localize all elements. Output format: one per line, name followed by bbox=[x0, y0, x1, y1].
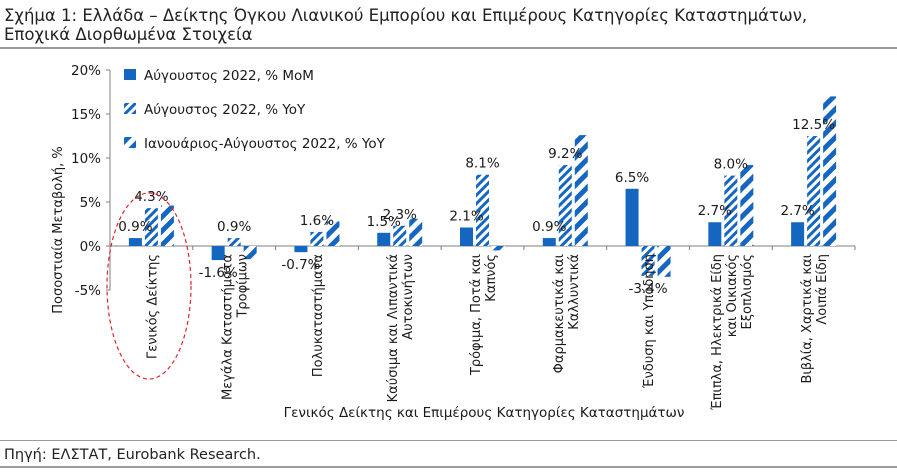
data-label: 2.1% bbox=[449, 209, 483, 225]
y-tick-label: -5% bbox=[75, 283, 101, 299]
category-label: Βιβλία, Χαρτικά και Λοιπά Είδη bbox=[800, 254, 830, 384]
category-label-line: Αυτοκινήτων bbox=[401, 254, 416, 340]
category-label-line: Τροφίμων bbox=[236, 254, 251, 319]
category-label-line: Καπνός bbox=[484, 254, 499, 302]
chart-title: Σχήμα 1: Ελλάδα – Δείκτης Όγκου Λιανικού… bbox=[4, 6, 894, 44]
chart-title-line-1: Σχήμα 1: Ελλάδα – Δείκτης Όγκου Λιανικού… bbox=[4, 6, 808, 25]
bar bbox=[740, 165, 754, 246]
category-label-line: και Οικιακός bbox=[725, 254, 740, 337]
source-rule bbox=[0, 440, 897, 441]
bar bbox=[807, 136, 821, 246]
highlight-ellipse bbox=[106, 192, 192, 380]
bar bbox=[542, 238, 556, 246]
legend-label: Αύγουστος 2022, % YoY bbox=[144, 102, 306, 118]
bar bbox=[823, 96, 837, 247]
y-axis-label: Ποσοστιαία Μεταβολή, % bbox=[51, 146, 66, 314]
category-label: Γενικός Δείκτης bbox=[145, 254, 160, 359]
category-label-line: Έπιπλα, Ηλεκτρικά Είδη bbox=[710, 254, 725, 411]
category-label-line: Μεγάλα Καταστήματα bbox=[221, 254, 236, 400]
bar bbox=[708, 222, 722, 246]
category-label: Καύσιμα και Λιπαντικά Αυτοκινήτων bbox=[386, 254, 416, 402]
bar bbox=[393, 225, 407, 246]
bar bbox=[144, 208, 158, 246]
data-label: -1.6% bbox=[199, 265, 238, 281]
category-label: Πολυκαταστήματα bbox=[311, 254, 326, 377]
legend-swatch bbox=[124, 137, 136, 148]
data-label: 1.6% bbox=[300, 213, 334, 229]
x-axis-label: Γενικός Δείκτης και Επιμέρους Κατηγορίες… bbox=[284, 405, 685, 421]
category-label-line: Λοιπά Είδη bbox=[815, 254, 830, 325]
data-label: 2.7% bbox=[698, 203, 732, 219]
category-label-line: Ένδυση και Υπόδηση bbox=[642, 254, 657, 389]
y-tick-label: 10% bbox=[71, 151, 101, 167]
data-label: 6.5% bbox=[615, 170, 649, 186]
data-label: -3.4% bbox=[628, 281, 667, 297]
category-label-line: Καλλυντικά bbox=[567, 254, 582, 330]
category-label: Ένδυση και Υπόδηση bbox=[642, 254, 657, 389]
top-rule bbox=[0, 47, 897, 49]
category-label: Φαρμακευτικά και Καλλυντικά bbox=[552, 254, 582, 373]
bar bbox=[128, 238, 142, 246]
bar bbox=[294, 246, 308, 253]
bar bbox=[476, 174, 489, 246]
category-label-line: Βιβλία, Χαρτικά και bbox=[800, 254, 815, 384]
chart-title-line-2: Εποχικά Διορθωμένα Στοιχεία bbox=[4, 25, 253, 44]
bar bbox=[211, 246, 225, 261]
chart-data-labels: 0.9% -1.6% -0.7% 1.5% 2.1% 0.9% 6.5% 2.7% 2.7% 4.… bbox=[118, 117, 835, 297]
category-label-line: Εξοπλισμός bbox=[740, 254, 755, 329]
data-label: 0.9% bbox=[532, 219, 566, 235]
bar-chart: -5%0%5%10%15%20% 0.9%-1.6% -0.7%1.5% 2.1%0… bbox=[51, 63, 856, 421]
bar bbox=[558, 165, 572, 246]
legend-label: Αύγουστος 2022, % MoM bbox=[144, 68, 314, 84]
chart-legend: Αύγουστος 2022, % MoM Αύγουστος 2022, % Y… bbox=[124, 68, 386, 152]
category-label-line: Φαρμακευτικά και bbox=[552, 254, 567, 373]
source-note: Πηγή: ΕΛΣΤΑΤ, Eurobank Research. bbox=[4, 447, 261, 463]
bar bbox=[724, 175, 738, 246]
category-label-line: Πολυκαταστήματα bbox=[311, 254, 326, 377]
data-label: 12.5% bbox=[792, 117, 835, 133]
data-label: 8.0% bbox=[714, 157, 748, 173]
bar bbox=[641, 246, 655, 276]
bar bbox=[160, 205, 174, 246]
bar bbox=[310, 231, 324, 246]
y-tick-label: 20% bbox=[71, 63, 101, 79]
legend-label: Ιανουάριος-Αύγουστος 2022, % YoY bbox=[144, 136, 386, 152]
data-label: 8.1% bbox=[465, 156, 499, 172]
bar bbox=[574, 135, 588, 246]
y-tick-label: 15% bbox=[71, 107, 101, 123]
y-tick-label: 5% bbox=[80, 195, 102, 211]
bar bbox=[492, 246, 505, 251]
data-label: -0.7% bbox=[281, 257, 320, 273]
data-label: 1.5% bbox=[367, 214, 401, 230]
bar bbox=[243, 246, 257, 260]
category-label: Μεγάλα Καταστήματα Τροφίμων bbox=[221, 254, 251, 400]
bar bbox=[657, 246, 671, 277]
category-label-line: Τρόφιμα, Ποτά και bbox=[469, 254, 484, 376]
bar bbox=[460, 227, 473, 246]
data-label: 2.7% bbox=[780, 203, 814, 219]
category-label: Έπιπλα, Ηλεκτρικά Είδη και Οικιακός Εξοπλι… bbox=[710, 254, 755, 411]
data-label: 9.2% bbox=[548, 146, 582, 162]
data-label: 0.9% bbox=[118, 219, 152, 235]
data-label: 2.3% bbox=[383, 207, 417, 223]
category-label-line: Γενικός Δείκτης bbox=[145, 254, 160, 359]
bar bbox=[227, 238, 241, 246]
category-label: Τρόφιμα, Ποτά και Καπνός bbox=[469, 254, 499, 376]
legend-swatch bbox=[124, 69, 136, 80]
legend-swatch bbox=[124, 103, 136, 114]
data-label: 4.3% bbox=[134, 189, 168, 205]
category-label-line: Καύσιμα και Λιπαντικά bbox=[386, 254, 401, 402]
bar bbox=[625, 188, 639, 246]
bottom-rule bbox=[0, 466, 897, 468]
bar bbox=[409, 218, 423, 246]
y-tick-label: 0% bbox=[80, 239, 102, 255]
chart-category-labels: Γενικός Δείκτης Μεγάλα Καταστήματα Τροφίμω… bbox=[145, 254, 830, 411]
data-label: 0.9% bbox=[217, 219, 251, 235]
bar bbox=[377, 232, 391, 246]
chart-bars bbox=[128, 96, 837, 277]
bar bbox=[326, 221, 340, 246]
bar bbox=[791, 222, 805, 246]
